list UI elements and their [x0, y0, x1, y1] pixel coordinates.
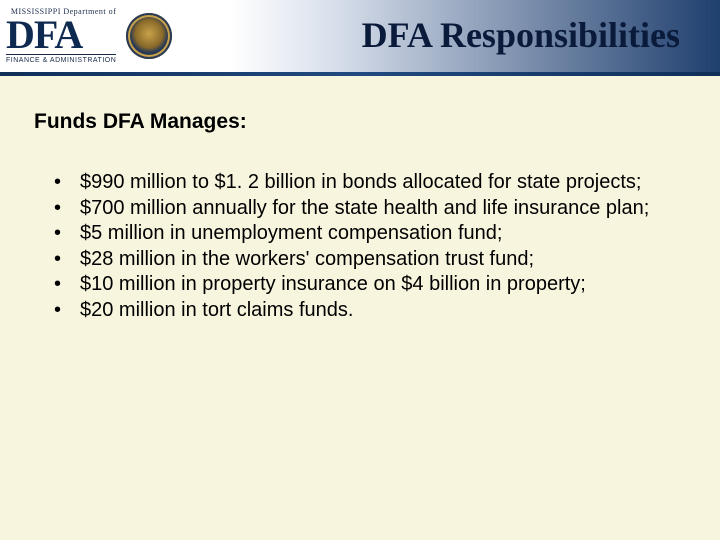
slide-title: DFA Responsibilities [362, 14, 680, 56]
dept-text-block: MISSISSIPPI Department of DFA FINANCE & … [6, 8, 116, 64]
list-item: $28 million in the workers' compensation… [54, 247, 686, 273]
list-item: $700 million annually for the state heal… [54, 196, 686, 222]
list-item: $10 million in property insurance on $4 … [54, 272, 686, 298]
list-item: $5 million in unemployment compensation … [54, 221, 686, 247]
section-heading: Funds DFA Manages: [34, 110, 686, 134]
slide-header: MISSISSIPPI Department of DFA FINANCE & … [0, 0, 720, 76]
list-item: $990 million to $1. 2 billion in bonds a… [54, 170, 686, 196]
department-name: FINANCE & ADMINISTRATION [6, 54, 116, 64]
list-item: $20 million in tort claims funds. [54, 298, 686, 324]
dfa-acronym: DFA [6, 18, 116, 52]
dfa-logo-block: MISSISSIPPI Department of DFA FINANCE & … [0, 8, 172, 64]
slide-body: Funds DFA Manages: $990 million to $1. 2… [0, 76, 720, 324]
state-seal-icon [126, 13, 172, 59]
bullet-list: $990 million to $1. 2 billion in bonds a… [34, 170, 686, 324]
